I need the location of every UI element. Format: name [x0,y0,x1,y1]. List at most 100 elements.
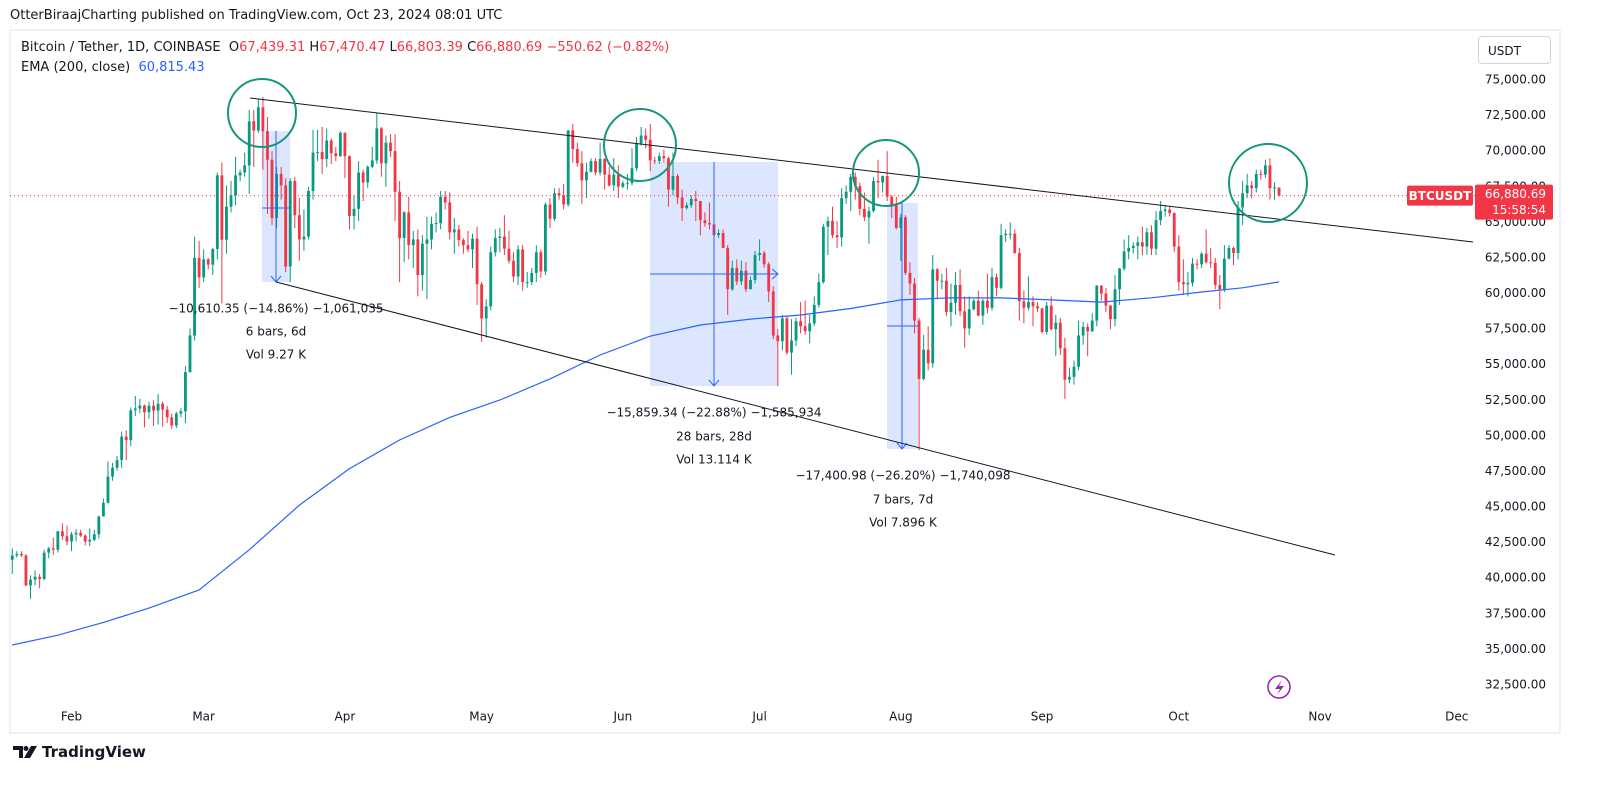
ema-name: EMA (200, close) [21,60,131,75]
measure-label: −15,859.34 (−22.88%) −1,585,934 [606,406,821,420]
candle-body [662,156,666,159]
candle-body [1263,165,1267,175]
candle-body [995,277,998,288]
candle-body [165,409,169,418]
candle-body [516,249,520,277]
y-tick-label: 47,500.00 [1485,464,1546,478]
candle-body [92,534,96,540]
footer: TradingView [12,743,146,761]
candle-body [398,191,402,239]
candle-body [521,249,525,283]
candle-body [284,185,288,267]
y-tick-label: 75,000.00 [1485,72,1546,86]
y-tick-label: 45,000.00 [1485,500,1546,514]
candle-body [370,160,374,167]
candle-body [721,233,725,248]
candle-body [1031,302,1035,307]
candle-body [862,208,866,218]
candle-body [689,198,693,206]
candle-body [215,175,219,249]
candle-body [225,206,228,240]
candle-body [762,252,766,265]
currency-button[interactable]: USDT [1478,36,1551,64]
candle-body [1273,187,1276,189]
candle-body [922,349,926,379]
x-tick-label: Oct [1168,710,1189,724]
candle-body [1008,233,1012,235]
candle-body [97,516,101,535]
measure-label: Vol 9.27 K [246,348,307,362]
candle-body [557,193,561,196]
candle-body [753,255,757,281]
candle-body [1063,348,1067,380]
candle-body [252,121,256,131]
candle-body [60,531,64,537]
candle-body [211,248,215,265]
candle-body [229,195,233,207]
candle-body [566,130,570,205]
publish-header: OtterBiraajCharting published on Trading… [10,8,503,23]
candle-body [580,163,584,181]
candle-body [1004,233,1008,236]
candle-body [1218,284,1222,290]
candle-body [452,229,456,233]
candle-body [197,257,201,278]
candle-body [29,579,32,586]
candle-body [361,172,365,183]
candle-body [667,158,670,190]
candle-body [785,318,789,353]
candle-body [366,166,370,183]
candle-body [430,223,433,240]
candle-body [402,212,406,239]
candle-body [393,151,397,192]
candle-body [270,159,274,219]
candle-body [161,403,165,410]
ema-value: 60,815.43 [138,60,205,75]
measure-label: −17,400.98 (−26.20%) −1,740,098 [795,469,1010,483]
candle-body [1222,258,1226,290]
candle-body [694,198,698,201]
candle-body [903,217,907,273]
candle-body [1077,335,1080,367]
candle-body [325,140,329,160]
candle-body [1049,305,1053,330]
candle-body [790,340,793,353]
candle-body [812,304,816,324]
candle-body [644,135,648,140]
candle-body [575,149,579,164]
symbol-tag-bg [1407,185,1473,206]
candle-body [1232,247,1235,253]
chart-frame [9,29,1561,734]
candle-body [1181,282,1185,285]
candle-body [65,536,69,542]
candle-body [188,335,192,373]
candle-body [626,183,629,185]
candle-body [457,229,461,241]
candle-body [238,172,242,176]
candle-body [1195,263,1199,265]
x-tick-label: May [469,710,494,724]
candle-body [530,272,534,283]
candle-body [671,176,675,190]
candle-body [375,128,379,161]
candle-body [102,502,105,517]
candle-body [1159,210,1162,221]
candle-body [758,252,762,256]
y-tick-label: 32,500.00 [1485,677,1546,691]
candle-body [821,226,825,283]
candle-body [247,121,251,166]
candle-body [885,176,889,197]
price-tag: 66,880.69 [1485,187,1546,201]
candle-body [329,140,333,154]
ohlc-value: 66,880.69 [476,40,543,55]
candle-body [945,280,948,313]
candle-body [534,252,538,273]
candle-body [206,259,210,265]
candle-body [940,280,944,282]
candle-body [794,321,798,341]
candle-body [15,554,19,556]
alert-icon[interactable] [1267,675,1291,699]
candle-body [1118,268,1121,290]
candle-body [129,410,133,441]
candle-body [115,460,119,468]
